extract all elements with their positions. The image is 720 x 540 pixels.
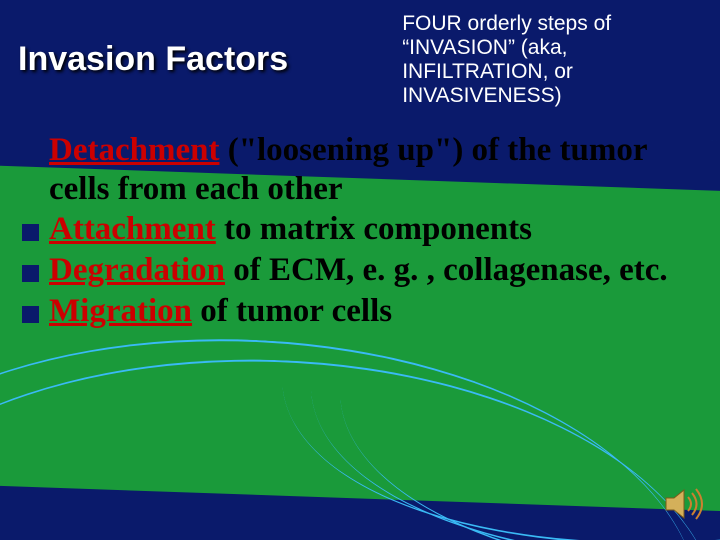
list-item: Degradation of ECM, e. g. , collagenase,… bbox=[22, 251, 702, 290]
slide-content: Invasion Factors FOUR orderly steps of “… bbox=[0, 0, 720, 540]
bullet-text: Degradation of ECM, e. g. , collagenase,… bbox=[49, 251, 702, 290]
list-item: Detachment ("loosening up") of the tumor… bbox=[22, 131, 702, 209]
slide-subtitle: FOUR orderly steps of “INVASION” (aka, I… bbox=[394, 12, 702, 109]
slide-title: Invasion Factors bbox=[18, 12, 394, 79]
bullet-square-icon bbox=[22, 306, 39, 323]
bullet-square-icon bbox=[22, 224, 39, 241]
bullet-list: Detachment ("loosening up") of the tumor… bbox=[18, 131, 702, 332]
bullet-text: Migration of tumor cells bbox=[49, 292, 702, 331]
list-item: Migration of tumor cells bbox=[22, 292, 702, 331]
list-item: Attachment to matrix components bbox=[22, 210, 702, 249]
slide-header: Invasion Factors FOUR orderly steps of “… bbox=[18, 12, 702, 109]
bullet-keyword: Attachment bbox=[49, 211, 216, 247]
bullet-square-icon bbox=[22, 265, 39, 282]
bullet-text: Attachment to matrix components bbox=[49, 210, 702, 249]
bullet-square-icon bbox=[22, 145, 39, 162]
bullet-rest: to matrix components bbox=[216, 211, 532, 247]
bullet-rest: of ECM, e. g. , collagenase, etc. bbox=[225, 252, 668, 288]
bullet-keyword: Detachment bbox=[49, 132, 219, 168]
bullet-keyword: Degradation bbox=[49, 252, 225, 288]
bullet-text: Detachment ("loosening up") of the tumor… bbox=[49, 131, 702, 209]
bullet-keyword: Migration bbox=[49, 293, 192, 329]
bullet-rest: of tumor cells bbox=[192, 293, 392, 329]
speaker-icon[interactable] bbox=[664, 487, 706, 526]
